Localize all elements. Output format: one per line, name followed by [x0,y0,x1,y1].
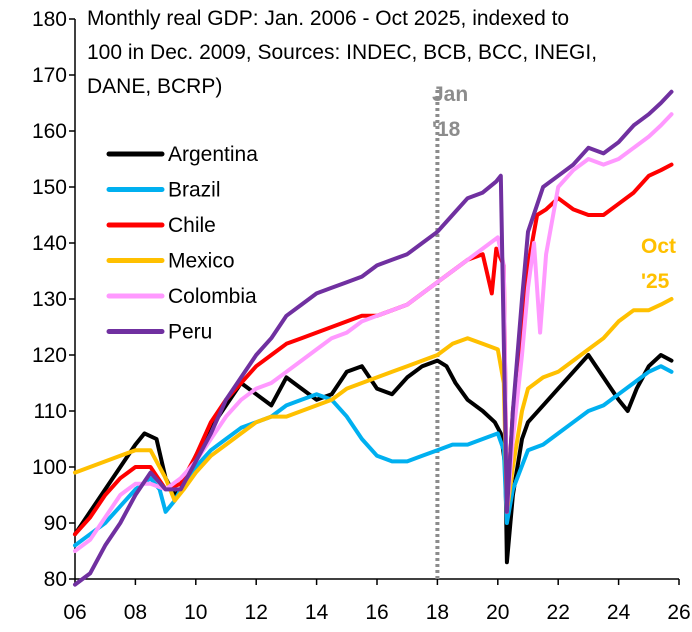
x-tick-label: 22 [547,601,570,624]
y-tick-label: 170 [32,64,67,87]
x-tick-label: 24 [607,601,631,624]
x-tick-label: 18 [426,601,449,624]
x-tick-label: 12 [245,601,268,624]
series-line-colombia [73,112,674,553]
jan-2018-annotation: Jan '18 [432,83,468,141]
y-tick-label: 130 [32,288,67,311]
oct-2025-annotation-line: '25 [641,270,670,293]
series-line-mexico [73,297,674,514]
legend-label: Chile [168,214,216,237]
jan-2018-annotation-line: Jan [432,83,468,106]
x-tick-label: 20 [486,601,509,624]
series-line-brazil [73,364,674,548]
series-lines [73,89,674,587]
x-tick-label: 26 [667,601,690,624]
x-tick-label: 14 [305,601,329,624]
series-line-argentina [73,353,674,565]
x-tick-label: 16 [365,601,388,624]
x-tick-label: 06 [63,601,86,624]
x-axis: 06 08 10 12 14 16 18 20 22 24 26 [63,578,691,624]
oct-2025-annotation-line: Oct [641,235,676,258]
legend-label: Brazil [168,179,221,202]
y-axis: 80 90 100 110 120 130 140 150 160 170 180 [32,8,76,591]
y-tick-label: 120 [32,344,67,367]
y-tick-label: 140 [32,232,67,255]
y-tick-label: 110 [34,400,67,423]
jan-2018-annotation-line: '18 [432,118,461,141]
x-tick-label: 08 [124,601,147,624]
y-tick-label: 90 [44,512,67,535]
oct-2025-annotation: Oct '25 [641,235,676,293]
legend: Argentina Brazil Chile Mexico Colombia Peru [106,143,258,344]
y-tick-label: 160 [32,120,67,143]
series-line-peru [73,89,674,587]
chart-title-line: DANE, BCRP) [87,75,222,98]
legend-label: Peru [168,321,212,344]
y-tick-label: 100 [32,456,67,479]
legend-label: Mexico [168,250,235,273]
chart-title: Monthly real GDP: Jan. 2006 - Oct 2025, … [87,7,597,98]
y-tick-label: 80 [44,568,67,591]
x-tick-label: 10 [184,601,207,624]
chart-title-line: 100 in Dec. 2009, Sources: INDEC, BCB, B… [87,41,597,64]
legend-label: Argentina [168,143,258,166]
y-tick-label: 150 [32,176,67,199]
y-tick-label: 180 [32,8,67,31]
chart-title-line: Monthly real GDP: Jan. 2006 - Oct 2025, … [87,7,569,30]
legend-label: Colombia [168,285,257,308]
